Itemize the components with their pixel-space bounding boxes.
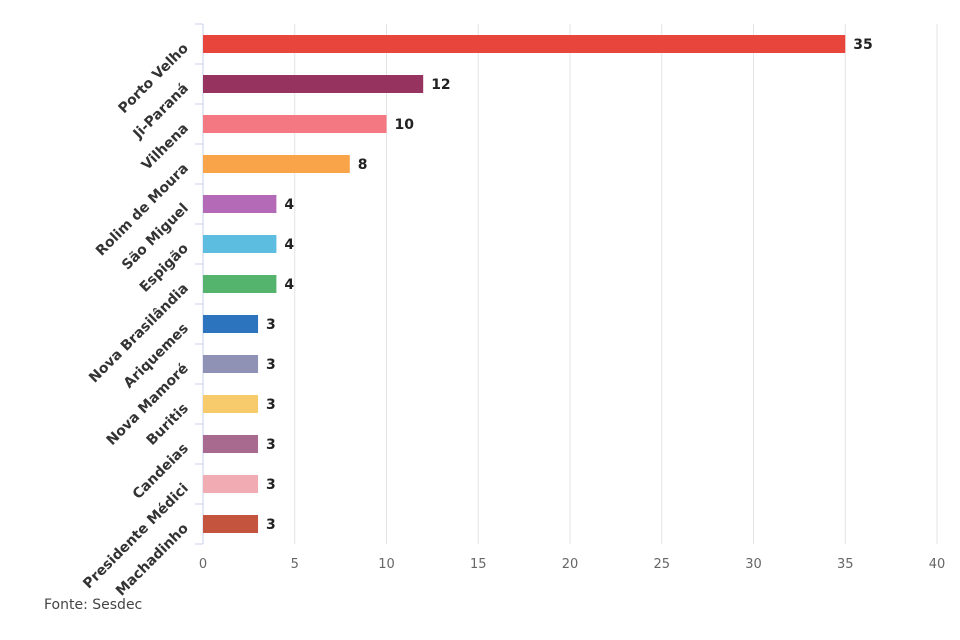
bar <box>203 475 259 493</box>
bar <box>203 155 350 173</box>
x-axis-tick-labels: 0 5 10 15 20 25 30 35 40 <box>199 557 945 572</box>
bars <box>203 35 846 533</box>
x-tick-label: 30 <box>745 557 762 572</box>
value-label: 10 <box>395 117 415 133</box>
value-label: 12 <box>431 77 450 93</box>
x-tick-label: 40 <box>929 557 946 572</box>
bar <box>203 75 424 93</box>
x-tick-label: 10 <box>378 557 395 572</box>
value-label: 3 <box>266 397 276 413</box>
value-labels: 35 12 10 8 4 4 4 3 3 3 3 3 3 <box>266 37 873 533</box>
x-tick-label: 15 <box>470 557 487 572</box>
value-label: 4 <box>284 197 294 213</box>
bar <box>203 275 277 293</box>
bar <box>203 195 277 213</box>
value-label: 3 <box>266 317 276 333</box>
bar <box>203 315 259 333</box>
source-note: Fonte: Sesdec <box>44 597 143 613</box>
value-label: 35 <box>853 37 872 53</box>
value-label: 4 <box>284 277 294 293</box>
bar <box>203 355 259 373</box>
grid-lines <box>294 24 938 544</box>
value-label: 3 <box>266 357 276 373</box>
x-tick-label: 35 <box>837 557 854 572</box>
bar <box>203 235 277 253</box>
value-label: 3 <box>266 477 276 493</box>
value-label: 3 <box>266 517 276 533</box>
x-tick-label: 20 <box>562 557 579 572</box>
y-axis-ticks <box>195 23 203 545</box>
bar <box>203 395 259 413</box>
category-label: Machadinho <box>113 520 192 599</box>
bar <box>203 35 846 53</box>
x-tick-label: 25 <box>653 557 670 572</box>
x-tick-label: 5 <box>291 557 299 572</box>
value-label: 3 <box>266 437 276 453</box>
bar <box>203 115 387 133</box>
value-label: 4 <box>284 237 294 253</box>
bar <box>203 435 259 453</box>
category-label: Porto Velho <box>116 40 193 117</box>
value-label: 8 <box>358 157 368 173</box>
bar <box>203 515 259 533</box>
x-tick-label: 0 <box>199 557 207 572</box>
